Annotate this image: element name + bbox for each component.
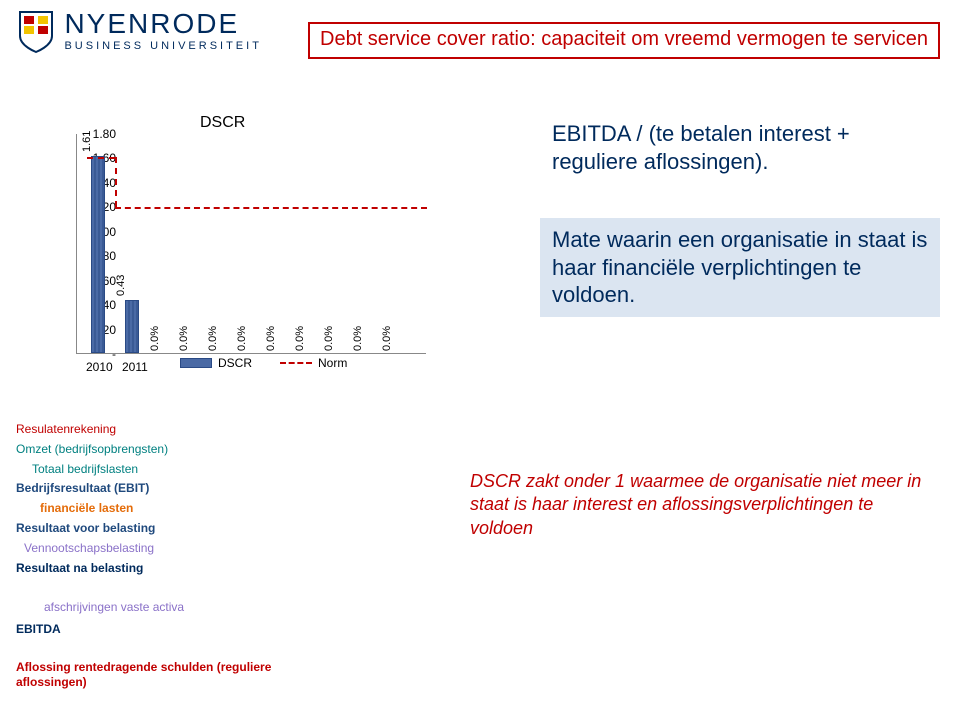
norm-line <box>115 207 427 209</box>
info-formula: EBITDA / (te betalen interest + regulier… <box>540 112 940 183</box>
legend-label-dscr: DSCR <box>218 356 252 370</box>
footer-ebitda: EBITDA <box>16 622 61 636</box>
logo-text: NYENRODE BUSINESS UNIVERSITEIT <box>64 10 261 52</box>
bar-label-0: 1.61 <box>81 131 93 152</box>
logo: NYENRODE BUSINESS UNIVERSITEIT <box>18 10 262 59</box>
pl-line-6: Resultaat na belasting <box>16 559 168 579</box>
pl-line-0: Omzet (bedrijfsopbrengsten) <box>16 440 168 460</box>
logo-subtitle: BUSINESS UNIVERSITEIT <box>64 40 261 52</box>
pl-list: Resulatenrekening Omzet (bedrijfsopbreng… <box>16 420 168 578</box>
pct-label-0: 0.0% <box>149 326 161 351</box>
pl-line-2: Bedrijfsresultaat (EBIT) <box>16 479 168 499</box>
footer-afschrijvingen: afschrijvingen vaste activa <box>44 600 184 614</box>
pl-header: Resulatenrekening <box>16 420 168 440</box>
legend-swatch-norm <box>280 362 312 364</box>
bar-0 <box>91 156 105 353</box>
norm-line <box>115 157 117 207</box>
pl-line-5: Vennootschapsbelasting <box>16 539 168 559</box>
logo-shield-icon <box>18 10 54 59</box>
bar-label-1: 0.43 <box>115 275 127 296</box>
legend-swatch-dscr <box>180 358 212 368</box>
pct-label-7: 0.0% <box>352 326 364 351</box>
pl-line-1: Totaal bedrijfslasten <box>16 460 168 480</box>
legend-label-norm: Norm <box>318 356 347 370</box>
x-category-0: 2010 <box>86 360 113 374</box>
dscr-chart: DSCR 1.801.601.401.201.000.800.600.400.2… <box>30 120 440 400</box>
pct-label-4: 0.0% <box>265 326 277 351</box>
pct-label-8: 0.0% <box>381 326 393 351</box>
slide-title: Debt service cover ratio: capaciteit om … <box>320 28 928 50</box>
pct-label-6: 0.0% <box>323 326 335 351</box>
pct-label-2: 0.0% <box>207 326 219 351</box>
pct-label-1: 0.0% <box>178 326 190 351</box>
logo-name: NYENRODE <box>64 10 261 38</box>
chart-plot: 1.801.601.401.201.000.800.600.400.20-1.6… <box>76 134 426 354</box>
norm-line <box>87 157 115 159</box>
slide-title-box: Debt service cover ratio: capaciteit om … <box>308 22 940 59</box>
chart-legend: DSCR Norm <box>180 356 347 370</box>
info-explanation: Mate waarin een organisatie in staat is … <box>540 218 940 317</box>
pl-line-4: Resultaat voor belasting <box>16 519 168 539</box>
pct-label-5: 0.0% <box>294 326 306 351</box>
bar-1 <box>125 300 139 353</box>
x-category-1: 2011 <box>122 360 148 374</box>
dscr-warning-note: DSCR zakt onder 1 waarmee de organisatie… <box>470 470 930 540</box>
chart-title: DSCR <box>200 114 245 132</box>
pl-line-3: financiële lasten <box>16 499 168 519</box>
footer-aflossing: Aflossing rentedragende schulden (reguli… <box>16 660 336 690</box>
pct-label-3: 0.0% <box>236 326 248 351</box>
